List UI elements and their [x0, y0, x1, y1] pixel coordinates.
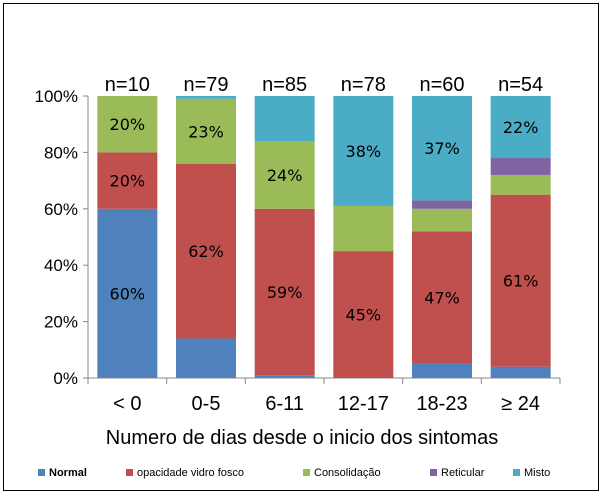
bar-segment-reticular [412, 200, 472, 209]
bar-segment-normal [176, 338, 236, 378]
legend: Normal opacidade vidro fosco Consolidação R… [38, 467, 550, 479]
bar-segment-misto [254, 96, 315, 142]
x-axis-title: Numero de dias desde o inicio dos sintom… [106, 427, 498, 449]
bar-segment-consolida-o [412, 208, 472, 232]
x-tick-label: 12-17 [338, 393, 389, 415]
y-tick-label: 40% [44, 256, 78, 275]
x-tick-label: < 0 [113, 393, 141, 415]
data-labels: n=10 n=79 n=85 n=78 n=60 n=54 60% 20% 20% 62% 23% 5… [105, 74, 543, 325]
legend-swatch [303, 469, 310, 476]
bar-segment-normal [412, 363, 472, 378]
n-label: n=79 [183, 74, 228, 96]
n-label: n=54 [498, 74, 543, 96]
y-tick-label: 100% [35, 87, 78, 106]
legend-swatch [38, 469, 45, 476]
legend-label: Consolidação [314, 467, 381, 479]
bar-segment-normal [490, 366, 551, 378]
legend-label: Reticular [441, 467, 485, 479]
bar-segment-reticular [490, 158, 551, 175]
data-label: 24% [267, 166, 303, 185]
bar-segment-opacidade-vidro-fosco [412, 231, 472, 364]
bars [97, 96, 551, 378]
bar-segment-misto [176, 96, 236, 99]
x-tick-label: 6-11 [265, 393, 304, 415]
bar-segment-opacidade-vidro-fosco [333, 251, 394, 378]
axes: 0% 20% 40% 60% 80% 100% < 0 0-5 6-11 12-17 18-23 ≥ … [35, 87, 561, 415]
legend-label: Normal [49, 467, 87, 479]
y-tick-label: 80% [44, 143, 78, 162]
bar-segment-consolida-o [254, 141, 315, 209]
bar-segment-misto [490, 96, 551, 159]
data-label: 45% [346, 306, 382, 325]
data-label: 23% [188, 122, 224, 141]
bar-segment-normal [254, 375, 315, 378]
legend-label: opacidade vidro fosco [137, 467, 244, 479]
data-label: 59% [267, 283, 303, 302]
bar-segment-misto [412, 96, 472, 201]
bar-segment-consolida-o [97, 96, 158, 153]
n-label: n=10 [105, 74, 150, 96]
bar-segment-opacidade-vidro-fosco [490, 194, 551, 367]
bar-segment-consolida-o [333, 205, 394, 252]
data-label: 60% [110, 284, 146, 303]
data-label: 20% [110, 172, 146, 191]
legend-swatch [126, 469, 133, 476]
data-label: 37% [424, 139, 460, 158]
data-label: 20% [110, 115, 146, 134]
data-label: 22% [503, 118, 539, 137]
bar-segment-consolida-o [176, 98, 236, 164]
legend-label: Misto [524, 467, 550, 479]
n-label: n=85 [262, 74, 307, 96]
data-label: 61% [503, 272, 539, 291]
y-tick-label: 0% [53, 369, 78, 388]
legend-swatch [513, 469, 520, 476]
bar-segment-consolida-o [490, 174, 551, 195]
y-tick-label: 20% [44, 313, 78, 332]
data-label: 47% [424, 289, 460, 308]
x-tick-label: ≥ 24 [501, 393, 540, 415]
n-label: n=60 [419, 74, 464, 96]
x-tick-label: 18-23 [416, 393, 467, 415]
n-label: n=78 [341, 74, 386, 96]
bar-segment-opacidade-vidro-fosco [254, 208, 315, 376]
bar-segment-opacidade-vidro-fosco [97, 152, 158, 209]
x-tick-label: 0-5 [192, 393, 221, 415]
bar-segment-opacidade-vidro-fosco [176, 163, 236, 339]
bar-segment-normal [97, 208, 158, 378]
bar-segment-misto [333, 96, 394, 206]
legend-swatch [430, 469, 437, 476]
data-label: 38% [346, 142, 382, 161]
y-tick-label: 60% [44, 200, 78, 219]
data-label: 62% [188, 242, 224, 261]
